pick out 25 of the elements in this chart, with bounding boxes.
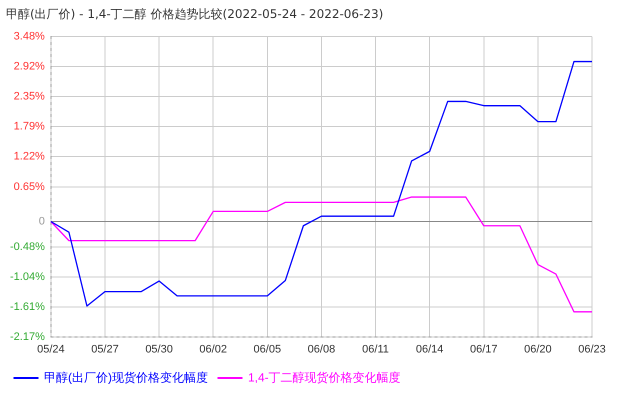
x-tick-label: 05/30 [145,343,173,356]
y-tick-label: 2.92% [14,60,46,72]
x-tick-label: 05/24 [37,343,65,356]
y-tick-label: -1.61% [10,301,46,314]
y-tick-label: -1.04% [10,270,46,283]
chart-title: 甲醇(出厂价) - 1,4-丁二醇 价格趋势比较(2022-05-24 - 2022-06-23) [6,6,384,23]
x-tick-label: 06/20 [524,343,552,356]
legend-label: 甲醇(出厂价)现货价格变化幅度 [44,370,208,384]
y-tick-label: -2.17% [10,330,46,343]
x-tick-label: 06/02 [199,343,227,356]
y-tick-label: 0 [38,216,45,228]
y-tick-label: 3.48% [14,30,46,43]
x-tick-label: 06/05 [254,343,282,356]
x-tick-label: 05/27 [91,343,119,356]
x-tick-label: 06/17 [470,343,498,356]
y-tick-label: 0.65% [14,180,46,193]
y-tick-label: 2.35% [14,90,46,103]
y-tick-label: -0.48% [10,241,46,254]
x-tick-label: 06/14 [416,343,444,356]
x-tick-label: 06/23 [578,343,606,356]
y-tick-label: 1.79% [14,120,46,132]
x-tick-label: 06/08 [308,343,336,356]
legend-label: 1,4-丁二醇现货价格变化幅度 [248,370,401,384]
y-tick-label: 1.22% [14,150,46,163]
x-tick-label: 06/11 [362,343,389,356]
